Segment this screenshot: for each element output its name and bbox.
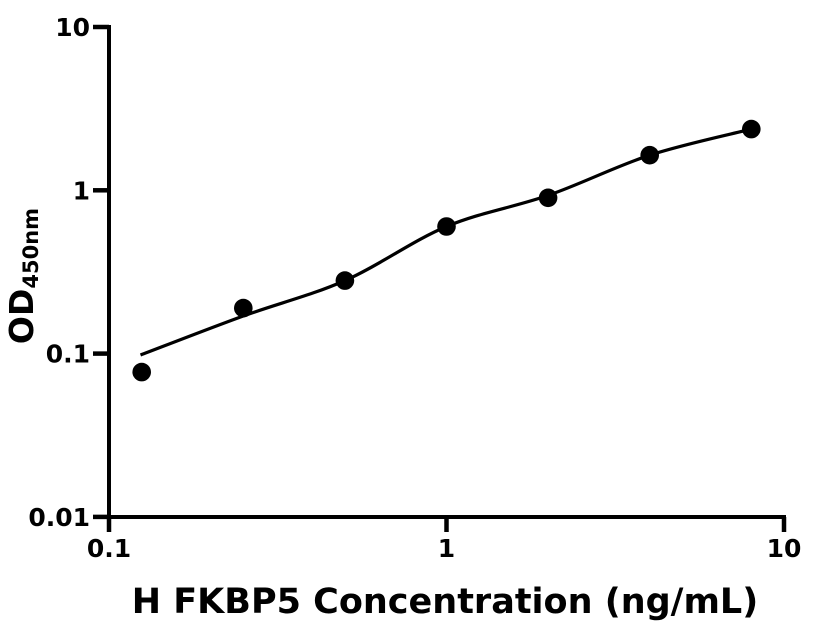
data-point-marker [234,298,253,318]
fit-curve-layer [139,127,752,357]
x-tick-label: 0.1 [87,534,131,563]
data-point-marker [640,145,659,165]
data-point-marker [437,217,456,236]
data-point-marker [742,119,761,139]
y-tick-label: 0.1 [46,340,90,369]
data-point-marker [132,362,151,382]
y-axis-title-main: OD [2,289,41,344]
fit-curve-line [139,127,752,357]
data-points-layer [132,119,761,382]
data-point-marker [538,188,558,208]
y-axis-title: OD450nm [2,208,43,344]
y-axis-title-subscript: 450nm [19,208,43,289]
y-tick-label: 0.01 [28,503,90,532]
data-point-marker [335,271,355,290]
x-tick-label: 10 [767,534,802,563]
y-tick-label: 1 [73,176,90,205]
x-tick-label: 1 [438,534,455,563]
x-axis-title: H FKBP5 Concentration (ng/mL) [132,582,758,622]
y-tick-label: 10 [55,13,90,42]
